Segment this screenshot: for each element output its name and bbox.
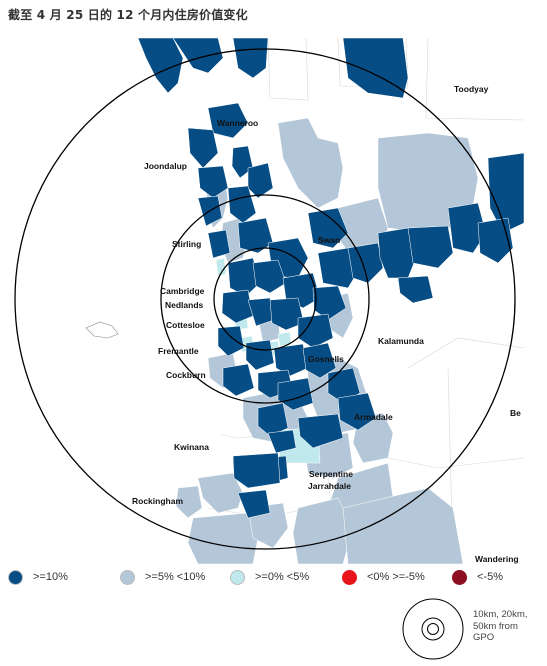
- perth-housing-map: Toodyay Wanneroo Joondalup Stirling Swan…: [8, 38, 524, 564]
- label-serpentine: Serpentine: [309, 469, 353, 479]
- distance-ring-note: 10km, 20km, 50km from GPO: [473, 609, 527, 644]
- label-rockingham: Rockingham: [132, 496, 183, 506]
- scale-note-line: GPO: [473, 632, 495, 643]
- legend-swatch: [120, 569, 135, 585]
- ring-10km: [213, 247, 317, 351]
- label-swan: Swan: [318, 235, 340, 245]
- strong-growth-regions: [137, 38, 524, 519]
- label-joondalup: Joondalup: [144, 161, 187, 171]
- label-nedlands: Nedlands: [165, 300, 204, 310]
- label-bell-partial: Be: [510, 408, 521, 418]
- legend-swatch: [342, 569, 357, 585]
- label-kwinana: Kwinana: [174, 442, 209, 452]
- label-gosnells: Gosnells: [308, 354, 344, 364]
- distance-rings: [14, 48, 516, 550]
- scale-note-line: 10km, 20km,: [473, 609, 528, 620]
- label-cambridge: Cambridge: [160, 286, 205, 296]
- legend-swatch: [230, 569, 245, 585]
- scale-note-line: 50km from: [473, 620, 518, 632]
- label-stirling: Stirling: [172, 239, 201, 249]
- legend-label: <0% >=-5%: [367, 571, 425, 583]
- legend-label: <-5%: [477, 571, 503, 583]
- label-cottesloe: Cottesloe: [166, 320, 205, 330]
- distance-ring-key: [402, 598, 464, 660]
- ocean-area: [8, 38, 223, 564]
- label-jarrahdale: Jarrahdale: [308, 481, 351, 491]
- legend-label: >=10%: [33, 571, 68, 583]
- label-toodyay: Toodyay: [454, 84, 489, 94]
- label-cockburn: Cockburn: [166, 370, 206, 380]
- legend-item-slight-down: <0% >=-5%: [342, 568, 425, 586]
- label-fremantle: Fremantle: [158, 346, 199, 356]
- legend-item-slight-up: >=0% <5%: [230, 568, 309, 586]
- legend-item-strong-up: >=10%: [8, 568, 68, 586]
- label-wanneroo: Wanneroo: [217, 118, 258, 128]
- legend-item-strong-down: <-5%: [452, 568, 503, 586]
- place-labels: Toodyay Wanneroo Joondalup Stirling Swan…: [132, 84, 521, 564]
- ring-20km: [160, 194, 370, 404]
- legend-label: >=5% <10%: [145, 571, 206, 583]
- ring-50km: [14, 48, 516, 550]
- map-title: 截至 4 月 25 日的 12 个月内住房价值变化: [8, 8, 248, 22]
- rottnest-island: [85, 321, 119, 339]
- label-armadale: Armadale: [354, 412, 393, 422]
- legend: >=10% >=5% <10% >=0% <5% <0% >=-5% <-5%: [8, 568, 538, 586]
- label-kalamunda: Kalamunda: [378, 336, 424, 346]
- legend-item-moderate-up: >=5% <10%: [120, 568, 205, 586]
- legend-swatch: [8, 569, 23, 585]
- legend-label: >=0% <5%: [255, 571, 310, 583]
- legend-swatch: [452, 569, 467, 585]
- label-wandering: Wandering: [475, 554, 519, 564]
